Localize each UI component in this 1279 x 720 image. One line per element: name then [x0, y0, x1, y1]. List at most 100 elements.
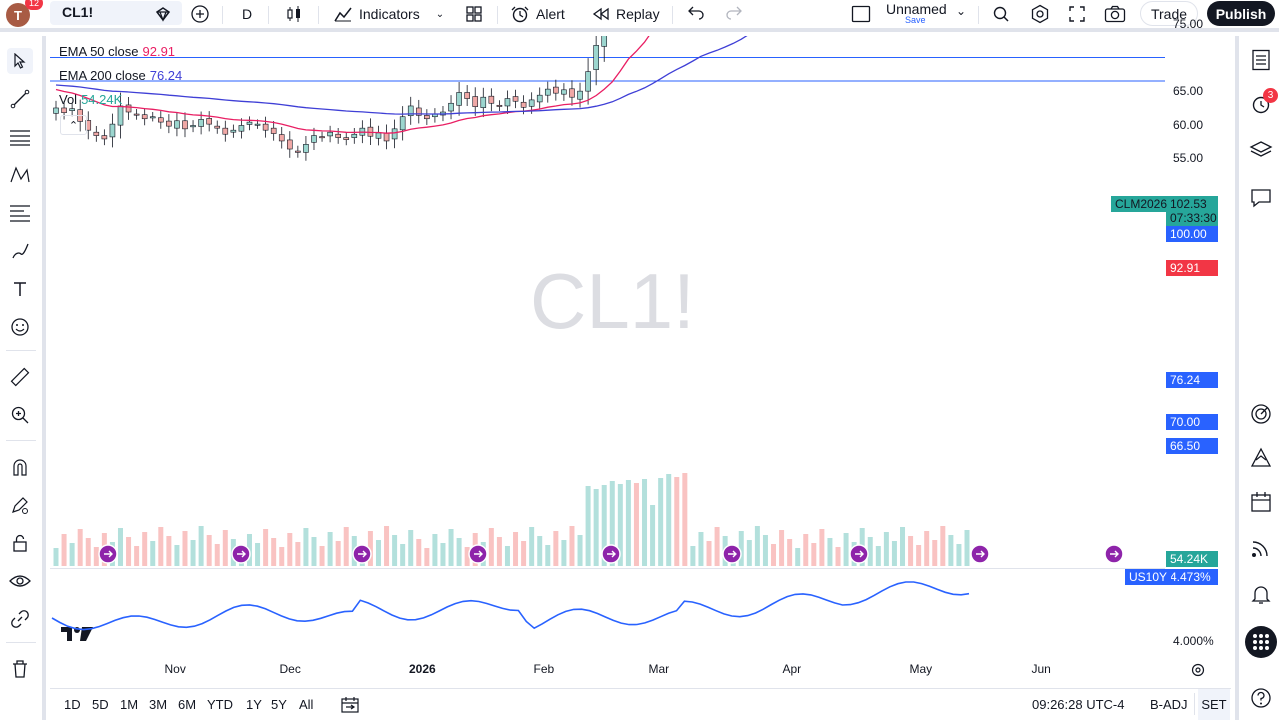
price-chart[interactable]: CL1!0 (119.24)0.382 (98.68)0.5 (92.33)0.… — [50, 36, 1165, 566]
trend-line-icon[interactable] — [7, 86, 33, 112]
range-button-1d[interactable]: 1D — [64, 697, 81, 712]
session-set-toggle[interactable]: SET — [1198, 689, 1230, 720]
ema200-price-label[interactable]: 76.24 — [1166, 372, 1218, 388]
calendar-icon[interactable] — [1247, 488, 1275, 516]
ema200-line — [55, 36, 748, 115]
volume-bar — [69, 543, 75, 566]
interval-button[interactable]: D — [242, 0, 252, 28]
undo-icon[interactable] — [687, 0, 705, 28]
chevron-down-icon[interactable]: ⌄ — [956, 4, 967, 18]
help-icon[interactable] — [1247, 684, 1275, 712]
volume-bar — [311, 537, 317, 566]
volume-bar — [432, 534, 438, 566]
candle-body — [117, 105, 124, 126]
ema50-price-label[interactable]: 92.91 — [1166, 260, 1218, 276]
pattern-icon[interactable] — [7, 162, 33, 188]
candle-body — [375, 132, 382, 139]
range-button-3m[interactable]: 3M — [149, 697, 168, 712]
us10y-tick-label: 4.000% — [1173, 634, 1214, 648]
clock-label[interactable]: 09:26:28 UTC-4 — [1032, 697, 1125, 712]
templates-icon[interactable] — [465, 0, 483, 28]
fib-retracement-icon[interactable] — [7, 200, 33, 226]
magnet-icon[interactable] — [7, 454, 33, 480]
alert-button[interactable]: Alert — [510, 0, 565, 28]
lock-icon[interactable] — [7, 530, 33, 556]
range-button-6m[interactable]: 6M — [178, 697, 197, 712]
us10y-symbol-tag[interactable]: US10Y — [1125, 569, 1172, 585]
axis-settings-icon[interactable] — [1190, 662, 1206, 681]
range-button-1y[interactable]: 1Y — [246, 697, 262, 712]
draw-lock-icon[interactable] — [7, 492, 33, 518]
candle-body — [504, 98, 511, 107]
level-70-label[interactable]: 70.00 — [1166, 414, 1218, 430]
trash-icon[interactable] — [7, 656, 33, 682]
settings-gear-icon[interactable] — [1030, 0, 1050, 28]
ema200-legend[interactable]: EMA 200 close 76.24 — [59, 68, 182, 83]
horizontal-lines-icon[interactable] — [7, 124, 33, 150]
ruler-icon[interactable] — [7, 364, 33, 390]
layout-select-icon[interactable] — [851, 0, 871, 28]
layout-name[interactable]: Unnamed — [886, 1, 947, 17]
candle-body — [593, 45, 599, 70]
rewind-icon — [592, 7, 609, 21]
redo-icon[interactable] — [725, 0, 743, 28]
level-66-label[interactable]: 66.50 — [1166, 438, 1218, 454]
target-icon[interactable] — [1247, 400, 1275, 428]
chat-icon[interactable] — [1247, 184, 1275, 212]
us10y-subchart[interactable] — [50, 568, 1165, 660]
notification-bell-icon[interactable] — [1247, 580, 1275, 608]
brush-icon[interactable] — [7, 238, 33, 264]
trade-button[interactable]: Trade — [1140, 1, 1198, 26]
candle-body — [472, 96, 479, 107]
volume-bar — [126, 537, 132, 566]
us10y-value-label[interactable]: 4.473% — [1166, 569, 1218, 585]
indicators-button[interactable]: Indicators ⌄ — [333, 0, 444, 28]
event-marker-arrow — [474, 550, 483, 558]
volume-bar — [771, 544, 777, 566]
eye-icon[interactable] — [7, 568, 33, 594]
volume-bar — [811, 543, 817, 566]
volume-bar — [948, 535, 954, 566]
compare-icon[interactable] — [154, 0, 172, 28]
text-tool-icon[interactable] — [7, 276, 33, 302]
fullscreen-icon[interactable] — [1068, 0, 1086, 28]
range-button-5y[interactable]: 5Y — [271, 697, 287, 712]
volume-price-label[interactable]: 54.24K — [1166, 551, 1218, 567]
volume-bar — [375, 540, 381, 566]
last-price-label[interactable]: 102.53 — [1166, 196, 1218, 212]
collapse-legend-icon[interactable]: ⌃ — [60, 115, 87, 135]
candles-icon[interactable] — [285, 0, 303, 28]
candle-body — [303, 144, 309, 153]
level-100-label[interactable]: 100.00 — [1166, 226, 1218, 242]
date-range-calendar-icon[interactable] — [340, 696, 360, 717]
quick-search-icon[interactable] — [992, 0, 1010, 28]
countdown-label[interactable]: 07:33:30 — [1166, 210, 1218, 226]
right-sidebar: 3 — [1235, 36, 1279, 720]
range-button-ytd[interactable]: YTD — [207, 697, 233, 712]
publish-button[interactable]: Publish — [1207, 1, 1275, 26]
emoji-icon[interactable] — [7, 314, 33, 340]
ema50-legend[interactable]: EMA 50 close 92.91 — [59, 44, 175, 59]
volume-bar — [271, 538, 277, 566]
price-axis[interactable]: 125.00120.00115.00110.00105.0095.0090.00… — [1165, 17, 1231, 686]
camera-icon[interactable] — [1104, 0, 1126, 28]
layers-icon[interactable] — [1247, 136, 1275, 164]
range-button-all[interactable]: All — [299, 697, 314, 712]
range-button-1m[interactable]: 1M — [120, 697, 139, 712]
replay-button[interactable]: Replay — [592, 0, 660, 28]
apps-grid-icon[interactable] — [1245, 626, 1277, 658]
link-icon[interactable] — [7, 606, 33, 632]
badj-toggle[interactable]: B-ADJ — [1150, 697, 1188, 712]
range-button-5d[interactable]: 5D — [92, 697, 109, 712]
ideas-icon[interactable] — [1247, 444, 1275, 472]
zoom-in-icon[interactable] — [7, 402, 33, 428]
volume-bar — [327, 532, 333, 566]
alerts-clock-icon[interactable] — [1247, 90, 1275, 118]
layout-save-label[interactable]: Save — [905, 15, 926, 25]
cursor-icon[interactable] — [7, 48, 33, 74]
broadcast-icon[interactable] — [1247, 534, 1275, 562]
volume-legend[interactable]: Vol 54.24K — [59, 92, 122, 107]
watchlist-icon[interactable] — [1247, 46, 1275, 74]
add-symbol-icon[interactable] — [191, 0, 209, 28]
symbol-price-tag[interactable]: CLM2026 — [1111, 196, 1172, 212]
